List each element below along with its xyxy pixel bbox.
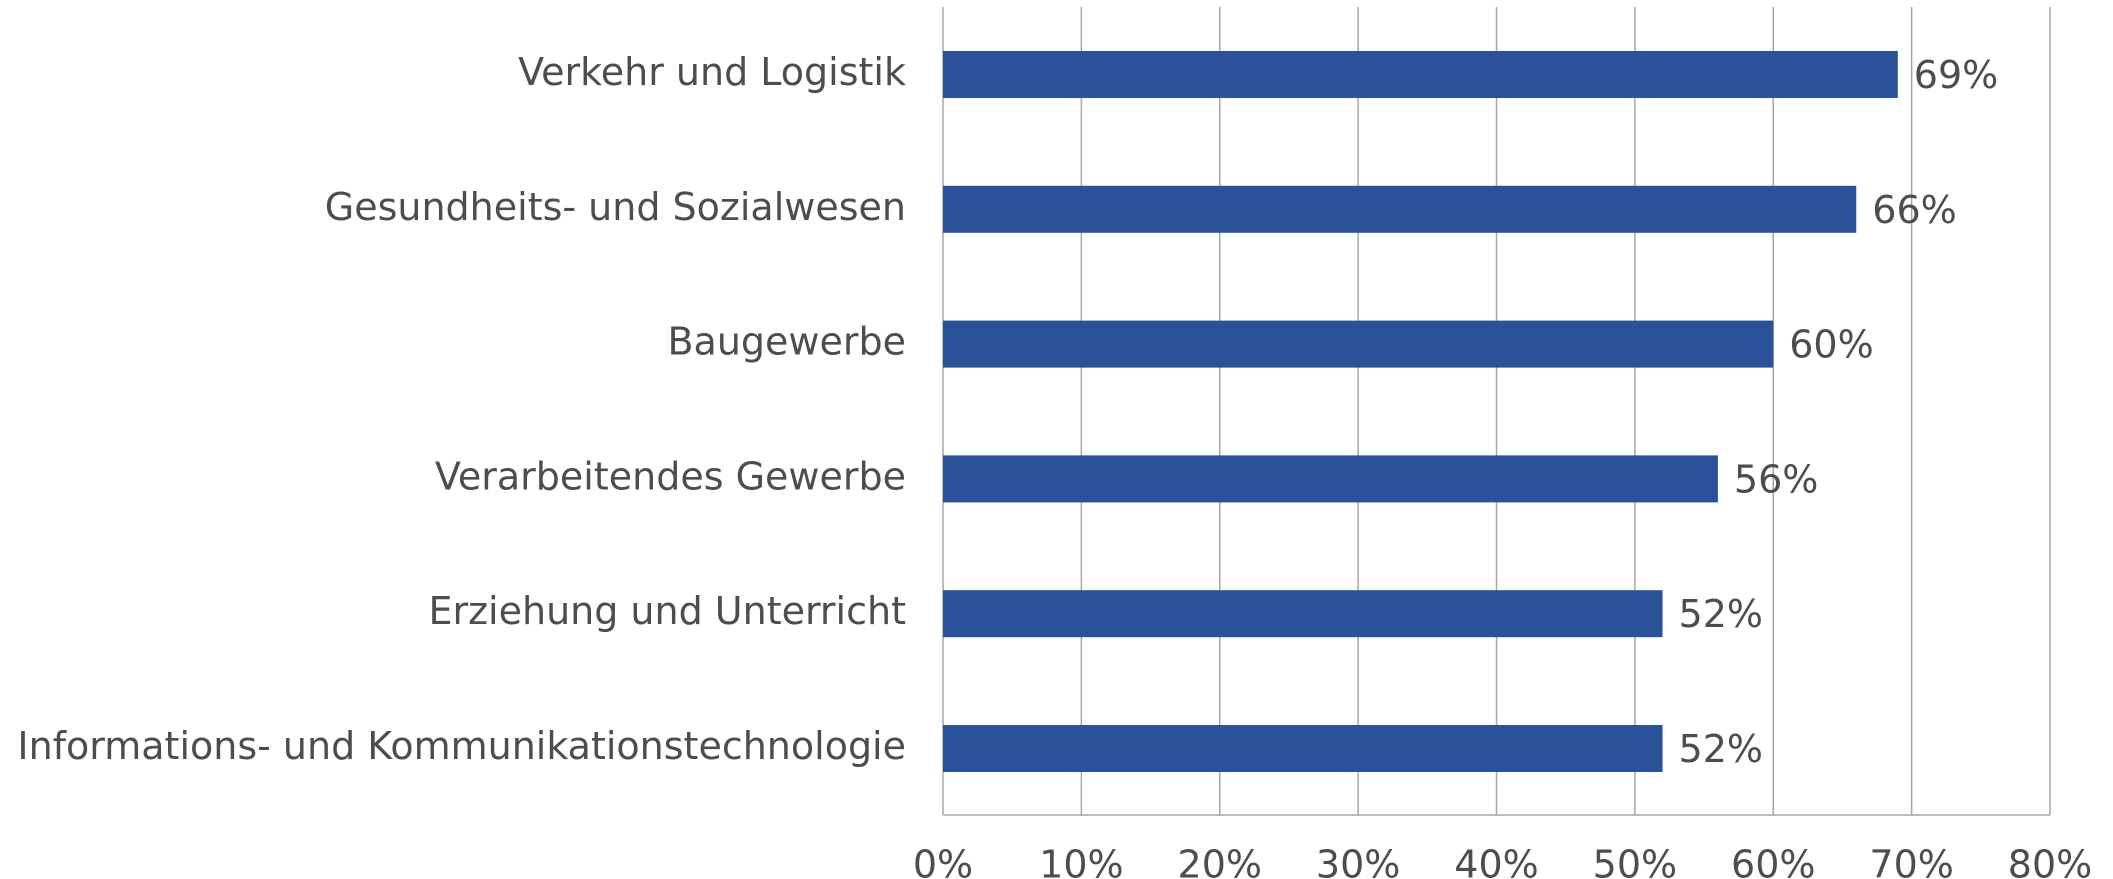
bar bbox=[943, 320, 1774, 368]
x-tick-label: 70% bbox=[1869, 843, 1953, 879]
data-label: 69% bbox=[1914, 53, 1998, 97]
y-tick-label: Baugewerbe bbox=[667, 320, 906, 364]
y-tick-label: Verkehr und Logistik bbox=[518, 50, 906, 94]
data-label: 56% bbox=[1734, 457, 1818, 501]
x-tick-label: 20% bbox=[1178, 843, 1262, 879]
bar bbox=[943, 725, 1663, 772]
bar bbox=[943, 51, 1898, 98]
x-tick-label: 80% bbox=[2008, 843, 2092, 879]
bar bbox=[943, 455, 1718, 503]
bar bbox=[943, 185, 1857, 233]
y-tick-label: Verarbeitendes Gewerbe bbox=[435, 454, 906, 498]
x-tick-label: 30% bbox=[1316, 843, 1400, 879]
y-tick-label: Erziehung und Unterricht bbox=[428, 589, 906, 633]
y-tick-label: Gesundheits- und Sozialwesen bbox=[325, 185, 906, 229]
x-tick-label: 0% bbox=[913, 843, 973, 879]
data-label: 52% bbox=[1679, 727, 1763, 771]
x-tick-label: 10% bbox=[1039, 843, 1123, 879]
x-tick-label: 60% bbox=[1731, 843, 1815, 879]
x-tick-label: 50% bbox=[1593, 843, 1677, 879]
bar bbox=[943, 590, 1663, 638]
x-tick-label: 40% bbox=[1454, 843, 1538, 879]
y-tick-label: Informations- und Kommunikationstechnolo… bbox=[17, 724, 906, 768]
data-label: 60% bbox=[1789, 323, 1873, 367]
data-label: 52% bbox=[1679, 592, 1763, 636]
data-label: 66% bbox=[1872, 188, 1956, 232]
